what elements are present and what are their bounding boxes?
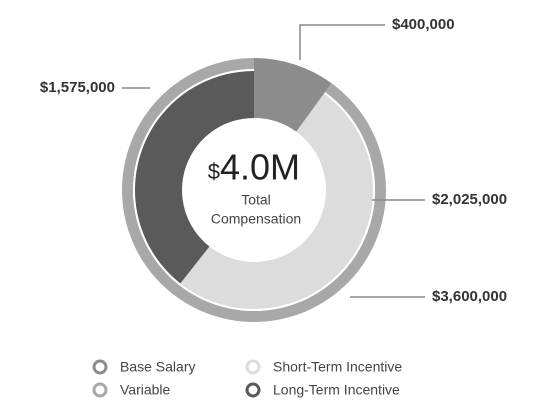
legend-marker [245, 382, 261, 398]
legend-label: Variable [120, 382, 171, 398]
value-label: $1,575,000 [40, 79, 115, 96]
legend-item: Variable [92, 382, 171, 398]
inner-segment [254, 58, 332, 132]
value-label: $3,600,000 [432, 288, 507, 305]
center-label: Total [241, 192, 271, 208]
legend-item: Short-Term Incentive [245, 359, 402, 375]
donut: $400,000 $2,025,000 $1,575,000 $3,600,000 Ba… [40, 16, 507, 398]
inner-segment [179, 92, 374, 310]
value-label: $400,000 [392, 16, 455, 33]
legend-label: Long-Term Incentive [273, 382, 400, 398]
inner-segment [134, 70, 254, 285]
legend-marker [92, 359, 108, 375]
center-value: 4.0M [220, 147, 300, 188]
legend-item: Base Salary [92, 359, 195, 375]
legend-label: Short-Term Incentive [273, 359, 402, 375]
legend-item: Long-Term Incentive [245, 382, 400, 398]
center-prefix: $ [208, 159, 220, 184]
legend-label: Base Salary [120, 359, 195, 375]
legend-marker [92, 382, 108, 398]
value-label: $2,025,000 [432, 191, 507, 208]
legend-marker [245, 359, 261, 375]
center-label: Compensation [211, 211, 301, 227]
leader-line [299, 24, 385, 60]
